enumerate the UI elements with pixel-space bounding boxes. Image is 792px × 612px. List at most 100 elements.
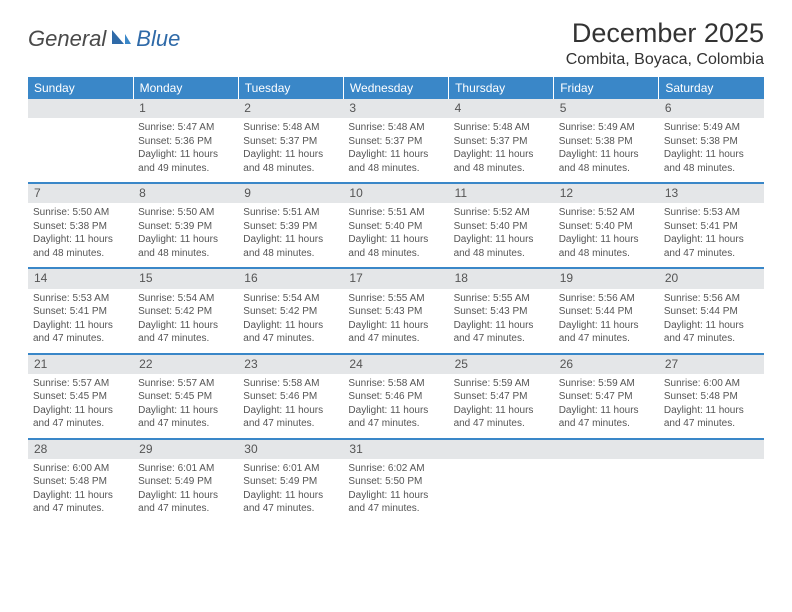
day-body xyxy=(28,118,133,178)
day-body: Sunrise: 5:56 AMSunset: 5:44 PMDaylight:… xyxy=(554,289,659,353)
day-body: Sunrise: 6:01 AMSunset: 5:49 PMDaylight:… xyxy=(133,459,238,523)
sunset-text: Sunset: 5:38 PM xyxy=(559,135,654,149)
day-body: Sunrise: 5:51 AMSunset: 5:40 PMDaylight:… xyxy=(343,203,448,267)
sunset-text: Sunset: 5:39 PM xyxy=(138,220,233,234)
day-number: 31 xyxy=(343,440,448,459)
day-number xyxy=(28,99,133,118)
day-number: 1 xyxy=(133,99,238,118)
day-body: Sunrise: 6:02 AMSunset: 5:50 PMDaylight:… xyxy=(343,459,448,523)
day-number: 22 xyxy=(133,355,238,374)
sunrise-text: Sunrise: 5:49 AM xyxy=(664,121,759,135)
sunrise-text: Sunrise: 5:50 AM xyxy=(33,206,128,220)
day-cell: 24Sunrise: 5:58 AMSunset: 5:46 PMDayligh… xyxy=(343,354,448,439)
day-body: Sunrise: 5:53 AMSunset: 5:41 PMDaylight:… xyxy=(659,203,764,267)
day-number xyxy=(449,440,554,459)
sunrise-text: Sunrise: 5:57 AM xyxy=(33,377,128,391)
daylight-text: Daylight: 11 hours and 48 minutes. xyxy=(664,148,759,175)
day-number: 5 xyxy=(554,99,659,118)
sunset-text: Sunset: 5:42 PM xyxy=(138,305,233,319)
day-body xyxy=(554,459,659,519)
sunrise-text: Sunrise: 5:51 AM xyxy=(348,206,443,220)
daylight-text: Daylight: 11 hours and 47 minutes. xyxy=(33,489,128,516)
day-number: 19 xyxy=(554,269,659,288)
day-cell: 25Sunrise: 5:59 AMSunset: 5:47 PMDayligh… xyxy=(449,354,554,439)
week-row: 21Sunrise: 5:57 AMSunset: 5:45 PMDayligh… xyxy=(28,354,764,439)
sunset-text: Sunset: 5:45 PM xyxy=(33,390,128,404)
day-cell: 16Sunrise: 5:54 AMSunset: 5:42 PMDayligh… xyxy=(238,268,343,353)
day-cell xyxy=(659,439,764,523)
day-body: Sunrise: 5:47 AMSunset: 5:36 PMDaylight:… xyxy=(133,118,238,182)
logo-text-general: General xyxy=(28,26,106,52)
day-cell: 5Sunrise: 5:49 AMSunset: 5:38 PMDaylight… xyxy=(554,99,659,183)
daylight-text: Daylight: 11 hours and 48 minutes. xyxy=(454,233,549,260)
day-body: Sunrise: 5:48 AMSunset: 5:37 PMDaylight:… xyxy=(238,118,343,182)
day-cell: 1Sunrise: 5:47 AMSunset: 5:36 PMDaylight… xyxy=(133,99,238,183)
day-body: Sunrise: 5:59 AMSunset: 5:47 PMDaylight:… xyxy=(449,374,554,438)
sunset-text: Sunset: 5:47 PM xyxy=(454,390,549,404)
daylight-text: Daylight: 11 hours and 47 minutes. xyxy=(559,319,654,346)
daylight-text: Daylight: 11 hours and 47 minutes. xyxy=(559,404,654,431)
sunrise-text: Sunrise: 6:02 AM xyxy=(348,462,443,476)
day-body: Sunrise: 5:59 AMSunset: 5:47 PMDaylight:… xyxy=(554,374,659,438)
day-number: 28 xyxy=(28,440,133,459)
sunset-text: Sunset: 5:46 PM xyxy=(243,390,338,404)
day-body: Sunrise: 5:53 AMSunset: 5:41 PMDaylight:… xyxy=(28,289,133,353)
daylight-text: Daylight: 11 hours and 47 minutes. xyxy=(348,319,443,346)
day-number: 29 xyxy=(133,440,238,459)
month-year-title: December 2025 xyxy=(566,18,764,49)
weekday-header: Monday xyxy=(133,77,238,99)
day-number: 3 xyxy=(343,99,448,118)
day-number: 26 xyxy=(554,355,659,374)
day-number: 9 xyxy=(238,184,343,203)
sunrise-text: Sunrise: 5:50 AM xyxy=(138,206,233,220)
day-body: Sunrise: 5:48 AMSunset: 5:37 PMDaylight:… xyxy=(343,118,448,182)
day-cell: 9Sunrise: 5:51 AMSunset: 5:39 PMDaylight… xyxy=(238,183,343,268)
day-cell: 28Sunrise: 6:00 AMSunset: 5:48 PMDayligh… xyxy=(28,439,133,523)
daylight-text: Daylight: 11 hours and 48 minutes. xyxy=(454,148,549,175)
day-cell: 14Sunrise: 5:53 AMSunset: 5:41 PMDayligh… xyxy=(28,268,133,353)
sunrise-text: Sunrise: 5:51 AM xyxy=(243,206,338,220)
day-cell: 8Sunrise: 5:50 AMSunset: 5:39 PMDaylight… xyxy=(133,183,238,268)
sunset-text: Sunset: 5:40 PM xyxy=(454,220,549,234)
calendar-page: General Blue December 2025 Combita, Boya… xyxy=(0,0,792,612)
day-cell: 26Sunrise: 5:59 AMSunset: 5:47 PMDayligh… xyxy=(554,354,659,439)
day-number: 12 xyxy=(554,184,659,203)
sunset-text: Sunset: 5:49 PM xyxy=(243,475,338,489)
sunrise-text: Sunrise: 5:58 AM xyxy=(348,377,443,391)
sunset-text: Sunset: 5:38 PM xyxy=(664,135,759,149)
weekday-header: Saturday xyxy=(659,77,764,99)
sunset-text: Sunset: 5:50 PM xyxy=(348,475,443,489)
day-cell: 12Sunrise: 5:52 AMSunset: 5:40 PMDayligh… xyxy=(554,183,659,268)
sunset-text: Sunset: 5:42 PM xyxy=(243,305,338,319)
sunrise-text: Sunrise: 5:59 AM xyxy=(454,377,549,391)
day-cell: 3Sunrise: 5:48 AMSunset: 5:37 PMDaylight… xyxy=(343,99,448,183)
day-number: 6 xyxy=(659,99,764,118)
day-cell: 2Sunrise: 5:48 AMSunset: 5:37 PMDaylight… xyxy=(238,99,343,183)
day-cell: 4Sunrise: 5:48 AMSunset: 5:37 PMDaylight… xyxy=(449,99,554,183)
day-body: Sunrise: 5:57 AMSunset: 5:45 PMDaylight:… xyxy=(133,374,238,438)
daylight-text: Daylight: 11 hours and 48 minutes. xyxy=(559,233,654,260)
sunrise-text: Sunrise: 5:54 AM xyxy=(243,292,338,306)
logo-sail-icon xyxy=(110,28,132,51)
daylight-text: Daylight: 11 hours and 47 minutes. xyxy=(138,489,233,516)
day-body: Sunrise: 5:55 AMSunset: 5:43 PMDaylight:… xyxy=(449,289,554,353)
sunset-text: Sunset: 5:40 PM xyxy=(559,220,654,234)
sunrise-text: Sunrise: 5:48 AM xyxy=(243,121,338,135)
sunrise-text: Sunrise: 5:49 AM xyxy=(559,121,654,135)
day-body: Sunrise: 5:52 AMSunset: 5:40 PMDaylight:… xyxy=(554,203,659,267)
sunset-text: Sunset: 5:47 PM xyxy=(559,390,654,404)
day-number: 14 xyxy=(28,269,133,288)
weekday-header: Friday xyxy=(554,77,659,99)
daylight-text: Daylight: 11 hours and 48 minutes. xyxy=(243,233,338,260)
day-cell: 11Sunrise: 5:52 AMSunset: 5:40 PMDayligh… xyxy=(449,183,554,268)
day-body xyxy=(449,459,554,519)
day-cell xyxy=(554,439,659,523)
day-body: Sunrise: 5:58 AMSunset: 5:46 PMDaylight:… xyxy=(343,374,448,438)
sunrise-text: Sunrise: 5:56 AM xyxy=(664,292,759,306)
day-cell: 17Sunrise: 5:55 AMSunset: 5:43 PMDayligh… xyxy=(343,268,448,353)
weekday-header-row: Sunday Monday Tuesday Wednesday Thursday… xyxy=(28,77,764,99)
daylight-text: Daylight: 11 hours and 48 minutes. xyxy=(348,148,443,175)
sunset-text: Sunset: 5:40 PM xyxy=(348,220,443,234)
day-number: 15 xyxy=(133,269,238,288)
sunset-text: Sunset: 5:37 PM xyxy=(454,135,549,149)
